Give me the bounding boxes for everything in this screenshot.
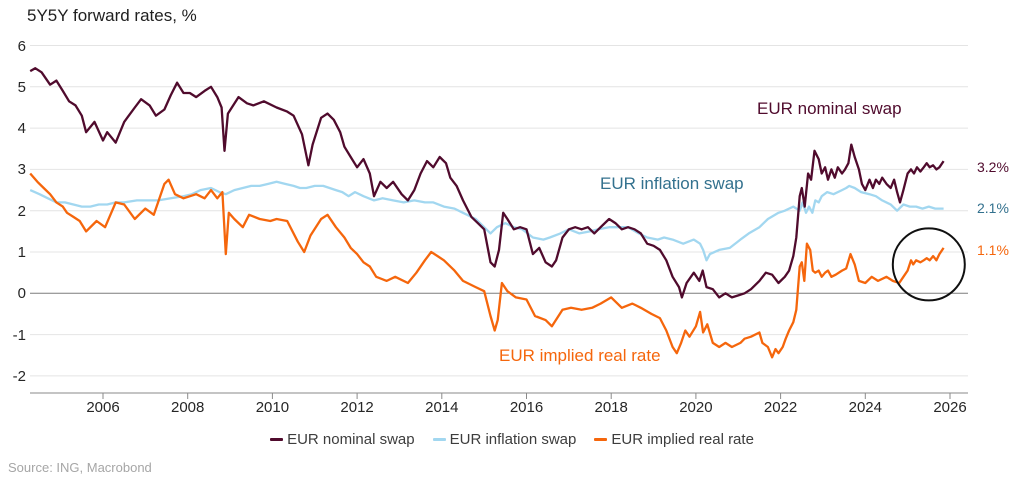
x-axis-tick-label: 2022	[763, 399, 798, 416]
y-axis-tick-label: 5	[17, 78, 26, 96]
x-axis-tick-label: 2026	[933, 399, 967, 416]
y-axis-tick-label: 0	[17, 285, 26, 303]
x-axis-tick-label: 2016	[509, 399, 544, 416]
legend-label: EUR inflation swap	[449, 431, 577, 448]
y-axis-tick-label: 3	[17, 161, 26, 179]
x-axis-tick-label: 2020	[679, 399, 713, 416]
y-axis-tick-label: 4	[17, 120, 26, 138]
legend-item-nominal-swap: EUR nominal swap	[270, 431, 415, 448]
implied-real-rate-series-label: EUR implied real rate	[499, 346, 661, 365]
x-axis-tick-label: 2024	[848, 399, 882, 416]
inflation-swap-latest-value: 2.1%	[977, 200, 1009, 216]
series-line-eur-inflation-swap	[29, 180, 944, 262]
series-line-eur-implied-real-rate	[29, 172, 945, 359]
y-axis-tick-label: 6	[17, 37, 26, 55]
y-axis-tick-label: -2	[12, 367, 26, 385]
y-axis-tick-label: 2	[17, 202, 26, 220]
chart-title: 5Y5Y forward rates, %	[27, 6, 197, 25]
inflation-swap-line-swatch	[432, 438, 446, 441]
legend-label: EUR nominal swap	[287, 431, 415, 448]
legend-label: EUR implied real rate	[611, 431, 754, 448]
x-axis-tick-label: 2008	[171, 399, 205, 416]
y-axis-tick-label: 1	[17, 244, 26, 261]
inflation-swap-series-label: EUR inflation swap	[600, 174, 744, 193]
x-axis-tick-label: 2010	[255, 399, 290, 416]
implied-real-rate-line-swatch	[594, 438, 608, 441]
x-axis-tick-label: 2012	[340, 399, 374, 416]
highlight-circle-annotation	[891, 227, 966, 302]
series-line-eur-nominal-swap	[29, 67, 945, 299]
x-axis-tick-label: 2006	[86, 399, 120, 416]
x-axis-tick-label: 2014	[425, 399, 459, 416]
legend-item-inflation-swap: EUR inflation swap	[432, 431, 577, 448]
source-attribution: Source: ING, Macrobond	[8, 460, 152, 475]
x-axis-tick-label: 2018	[594, 399, 628, 416]
legend-item-implied-real-rate: EUR implied real rate	[594, 431, 754, 448]
y-axis-tick-label: -1	[12, 326, 26, 344]
implied-real-rate-latest-value: 1.1%	[977, 242, 1009, 258]
nominal-swap-line-swatch	[270, 438, 284, 441]
nominal-swap-latest-value: 3.2%	[977, 159, 1009, 175]
legend: EUR nominal swap EUR inflation swap EUR …	[0, 431, 1024, 448]
nominal-swap-series-label: EUR nominal swap	[757, 99, 902, 118]
